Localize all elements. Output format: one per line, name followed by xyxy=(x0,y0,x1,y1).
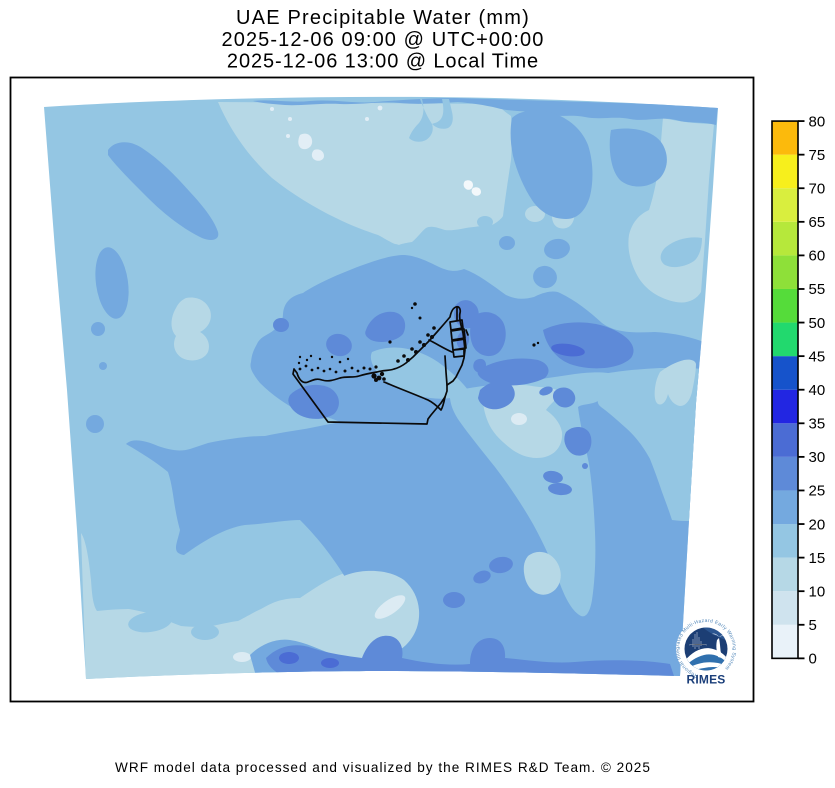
svg-text:65: 65 xyxy=(809,214,826,231)
svg-text:40: 40 xyxy=(809,382,826,399)
svg-text:75: 75 xyxy=(809,147,826,164)
svg-text:55: 55 xyxy=(809,281,826,298)
svg-text:WRF model data processed and v: WRF model data processed and visualized … xyxy=(115,760,651,775)
svg-text:0: 0 xyxy=(809,651,817,668)
svg-text:80: 80 xyxy=(809,113,826,130)
svg-text:35: 35 xyxy=(809,416,826,433)
svg-text:UAE Precipitable Water (mm): UAE Precipitable Water (mm) xyxy=(236,7,530,29)
svg-text:30: 30 xyxy=(809,449,826,466)
svg-text:50: 50 xyxy=(809,315,826,332)
svg-text:70: 70 xyxy=(809,181,826,198)
svg-text:25: 25 xyxy=(809,483,826,500)
svg-text:10: 10 xyxy=(809,583,826,600)
svg-text:15: 15 xyxy=(809,550,826,567)
svg-text:2025-12-06 13:00 @ Local Time: 2025-12-06 13:00 @ Local Time xyxy=(227,50,539,72)
svg-text:2025-12-06 09:00 @ UTC+00:00: 2025-12-06 09:00 @ UTC+00:00 xyxy=(222,29,545,51)
svg-text:60: 60 xyxy=(809,248,826,265)
svg-text:20: 20 xyxy=(809,516,826,533)
svg-text:5: 5 xyxy=(809,617,817,634)
svg-text:RIMES: RIMES xyxy=(686,673,725,687)
svg-text:45: 45 xyxy=(809,348,826,365)
